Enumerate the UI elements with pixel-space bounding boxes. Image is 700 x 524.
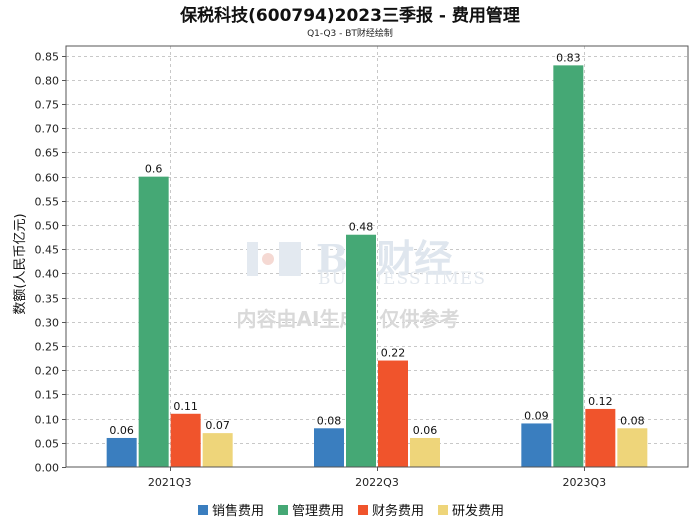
data-label: 0.22 (381, 347, 406, 360)
data-label: 0.48 (349, 221, 374, 234)
bars (106, 65, 648, 468)
bar (138, 176, 169, 468)
legend-label: 研发费用 (452, 503, 504, 519)
y-axis-label: 数额(人民币亿元) (13, 213, 28, 314)
chart-subtitle: Q1-Q3 - BT财经绘制 (307, 27, 393, 39)
bar (521, 423, 552, 467)
y-tick-label: 0.30 (35, 317, 60, 330)
y-tick-label: 0.25 (35, 341, 60, 354)
y-tick-label: 0.40 (35, 268, 60, 281)
legend-label: 管理费用 (292, 504, 344, 519)
y-tick-label: 0.45 (35, 244, 60, 257)
y-tick-label: 0.05 (35, 438, 60, 451)
y-tick-label: 0.75 (35, 99, 60, 112)
y-tick-label: 0.55 (35, 196, 60, 209)
watermark-logo-icon (247, 242, 301, 276)
legend: 销售费用 管理费用 财务费用 研发费用 (198, 503, 504, 519)
watermark-logo: BT财经 (316, 236, 452, 281)
data-label: 0.09 (524, 409, 549, 422)
legend-label: 销售费用 (212, 503, 264, 519)
y-tick-label: 0.65 (35, 147, 60, 160)
data-labels: 0.06 0.6 0.11 0.07 0.08 0.48 0.22 0.06 0.09 0.83 0… (109, 51, 644, 437)
legend-label: 财务费用 (372, 503, 424, 519)
legend-swatch (278, 505, 288, 515)
data-label: 0.83 (556, 51, 581, 64)
bar (106, 437, 137, 467)
x-tick-label: 2021Q3 (148, 476, 192, 489)
data-label: 0.07 (205, 419, 230, 432)
y-tick-label: 0.10 (35, 414, 60, 427)
bar (553, 65, 584, 467)
data-label: 0.6 (145, 163, 163, 176)
data-label: 0.08 (620, 414, 645, 427)
bar (346, 234, 376, 467)
y-tick-label: 0.00 (35, 462, 60, 475)
y-tick-label: 0.80 (35, 75, 60, 88)
chart-title: 保税科技(600794)2023三季报 - 费用管理 (179, 5, 520, 26)
axes: 0.00 0.05 0.10 0.15 0.20 0.25 0.30 0.35 0.40 0.45… (35, 45, 689, 489)
y-tick-label: 0.85 (35, 51, 60, 64)
y-tick-label: 0.70 (35, 123, 60, 136)
watermark-logo-sub: BUSINESSTIMES (318, 269, 486, 289)
bar (410, 437, 440, 467)
legend-swatch (358, 505, 368, 515)
y-tick-label: 0.15 (35, 389, 60, 402)
legend-swatch (198, 505, 208, 515)
gridlines (66, 46, 688, 467)
data-label: 0.06 (109, 424, 134, 437)
y-tick-label: 0.60 (35, 172, 60, 185)
y-tick-label: 0.35 (35, 293, 60, 306)
legend-swatch (438, 505, 448, 515)
bar (202, 433, 233, 467)
bar (585, 408, 616, 467)
data-label: 0.11 (173, 400, 198, 413)
data-label: 0.12 (588, 395, 613, 408)
bar (617, 428, 648, 467)
data-label: 0.08 (317, 414, 342, 427)
y-tick-label: 0.50 (35, 220, 60, 233)
bar (170, 413, 201, 467)
y-tick-label: 0.20 (35, 365, 60, 378)
x-tick-label: 2023Q3 (563, 476, 607, 489)
x-tick-label: 2022Q3 (355, 476, 399, 489)
bar (378, 360, 408, 467)
bar (314, 428, 344, 467)
data-label: 0.06 (413, 424, 438, 437)
